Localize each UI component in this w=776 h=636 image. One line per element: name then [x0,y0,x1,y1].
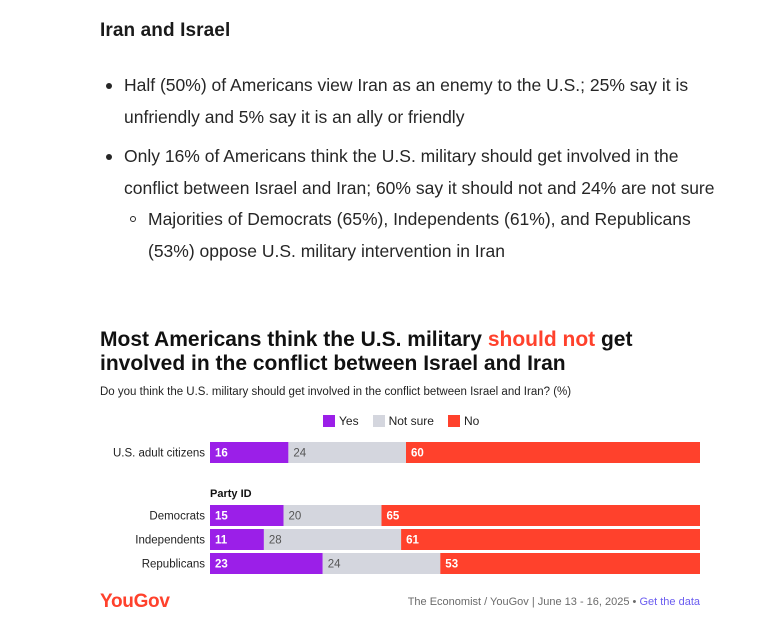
bullet-text: Half (50%) of Americans view Iran as an … [124,75,689,127]
legend-label: No [463,414,480,428]
data-label-yes-democrats: 15 [215,511,228,523]
data-label-yes-u-s-adult-citizens: 16 [215,448,228,460]
category-label-democrats: Democrats [149,511,205,523]
data-label-no-democrats: 65 [387,511,400,523]
bar-yes-republicans [210,553,323,574]
bar-no-u-s-adult-citizens [406,442,700,463]
bar-yes-democrats [210,505,284,526]
chart-subtitle: Do you think the U.S. military should ge… [100,386,572,398]
legend-swatch-no [447,415,460,427]
data-label-no-republicans: 53 [445,559,458,571]
category-label-republicans: Republicans [142,559,206,571]
yougov-logo: YouGov [100,591,170,612]
category-label-independents: Independents [135,535,205,547]
chart-legend: Yes Not sure No [323,414,479,428]
sub-bullet-list: Majorities of Democrats (65%), Independe… [124,204,720,267]
bar-not-sure-u-s-adult-citizens [288,442,406,463]
bar-not-sure-independents [263,529,402,550]
data-label-not-sure-democrats: 20 [289,511,302,523]
legend-swatch-not-sure [372,415,385,427]
source-text: The Economist / YouGov | June 13 - 16, 2… [407,596,640,608]
section-title: Iran and Israel [100,20,231,41]
data-label-no-independents: 61 [406,535,419,547]
chart-title-highlight: should not [487,328,596,351]
data-label-not-sure-independents: 28 [269,535,282,547]
category-label-u-s-adult-citizens: U.S. adult citizens [113,448,205,460]
sub-bullet-item: Majorities of Democrats (65%), Independe… [124,204,720,267]
bar-no-independents [401,529,700,550]
bar-no-democrats [381,505,700,526]
legend-label: Not sure [388,414,434,428]
bullet-text: Only 16% of Americans think the U.S. mil… [124,146,715,198]
legend-item-yes: Yes [323,414,359,428]
chart-title-part: get involved in the conflict between Isr… [100,328,633,375]
legend-item-no: No [447,414,480,428]
footer-source: The Economist / YouGov | June 13 - 16, 2… [408,596,700,608]
bar-no-republicans [440,553,700,574]
group-label-party-id: Party ID [210,488,252,500]
sub-bullet-text: Majorities of Democrats (65%), Independe… [148,209,691,261]
chart-title: Most Americans think the U.S. military s… [100,328,700,376]
legend-item-not-sure: Not sure [372,414,434,428]
legend-swatch-yes [323,415,335,427]
data-label-not-sure-republicans: 24 [328,559,341,571]
data-label-yes-independents: 11 [215,535,228,547]
bar-not-sure-republicans [322,553,441,574]
data-label-yes-republicans: 23 [215,559,228,571]
get-the-data-link[interactable]: Get the data [639,596,700,608]
data-label-no-u-s-adult-citizens: 60 [411,448,424,460]
bar-not-sure-democrats [283,505,382,526]
bullet-item: Half (50%) of Americans view Iran as an … [100,70,720,133]
legend-label: Yes [339,414,359,428]
bar-yes-u-s-adult-citizens [210,442,289,463]
data-label-not-sure-u-s-adult-citizens: 24 [293,448,306,460]
bullet-list: Half (50%) of Americans view Iran as an … [100,70,720,275]
chart-title-part: Most Americans think the U.S. military [100,328,488,351]
bar-yes-independents [210,529,264,550]
bullet-item: Only 16% of Americans think the U.S. mil… [100,141,720,267]
